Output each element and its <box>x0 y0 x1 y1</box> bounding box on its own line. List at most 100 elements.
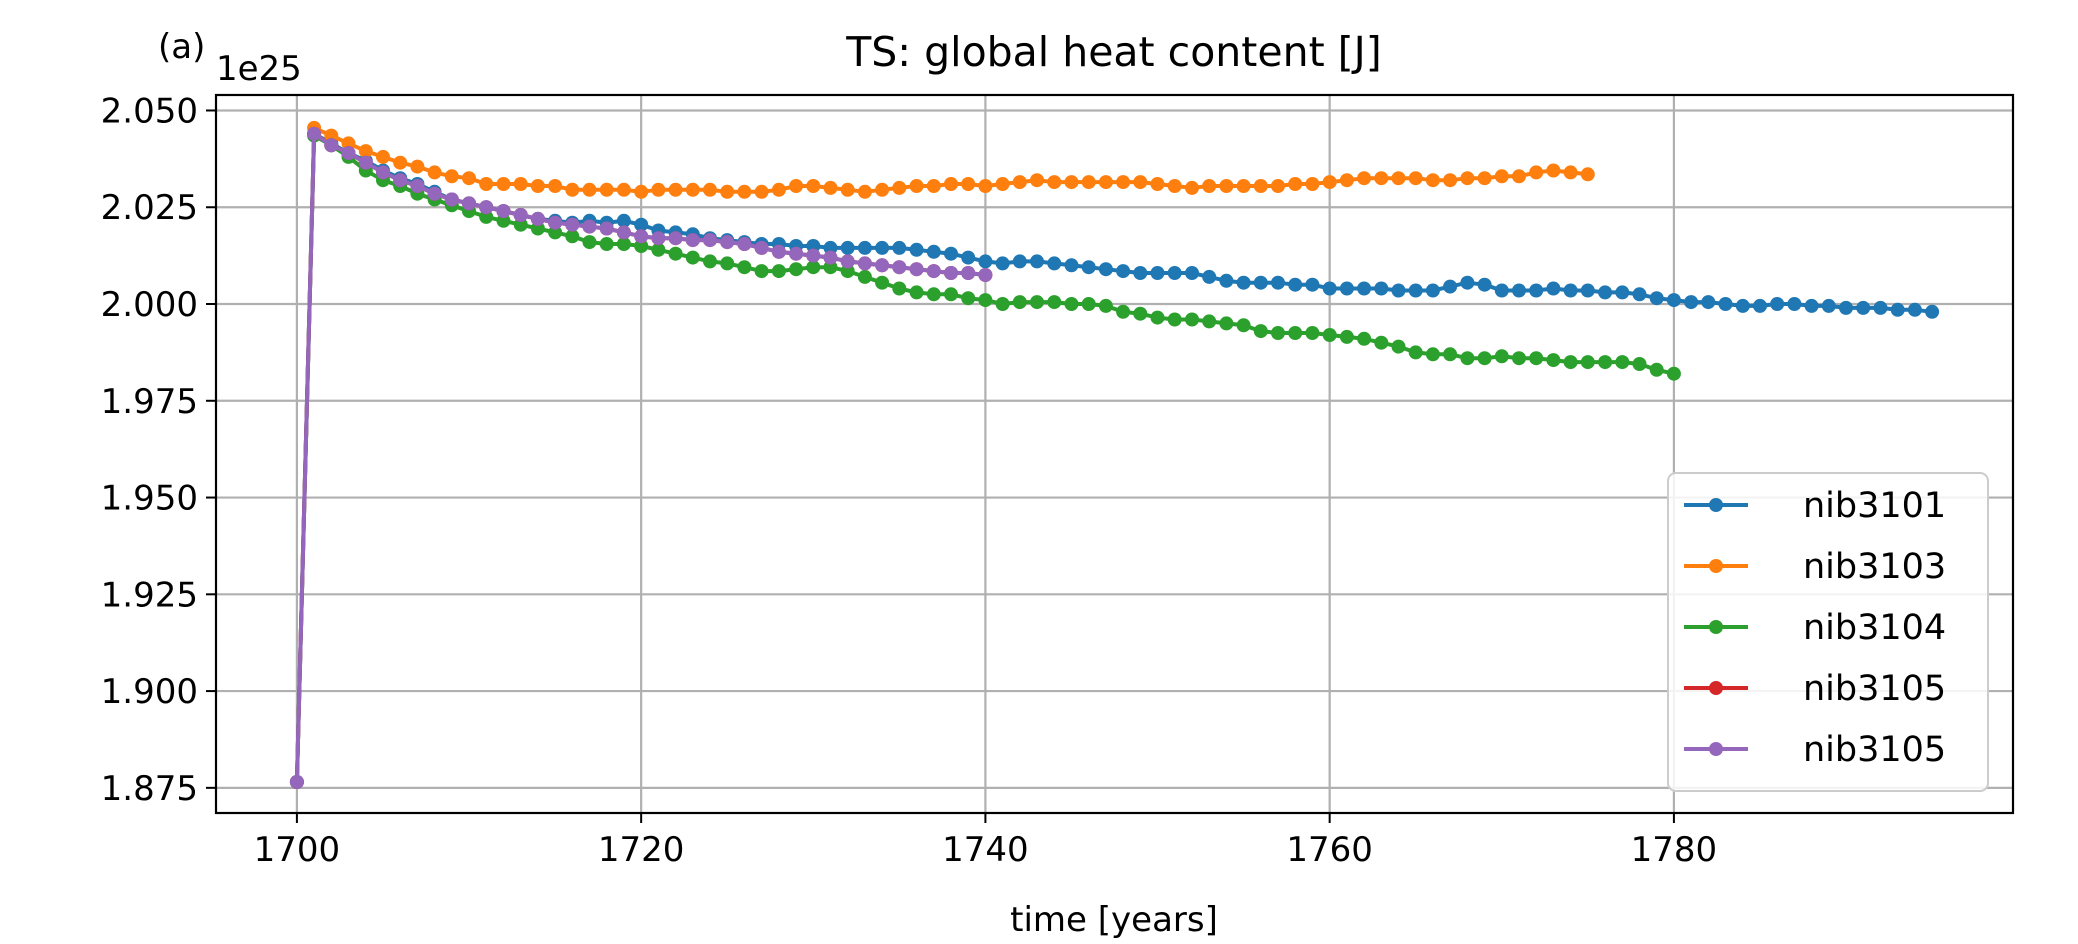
data-point <box>1202 179 1217 193</box>
data-point <box>1804 298 1819 313</box>
data-point <box>582 182 597 197</box>
data-point <box>1236 318 1251 333</box>
data-point <box>789 262 804 277</box>
data-point <box>496 213 511 228</box>
data-point <box>341 146 356 161</box>
data-point <box>462 171 476 186</box>
data-point <box>1253 275 1268 290</box>
data-point <box>376 165 390 180</box>
data-point <box>685 233 700 248</box>
data-point <box>530 221 545 236</box>
data-point <box>857 184 872 199</box>
data-point <box>1546 163 1561 178</box>
data-point <box>1546 353 1561 368</box>
data-point <box>548 225 563 240</box>
data-point <box>1064 175 1079 190</box>
data-point <box>1374 171 1389 186</box>
x-tick-label: 1700 <box>254 830 341 870</box>
data-point <box>479 200 494 215</box>
data-point <box>1253 179 1268 193</box>
data-point <box>1012 175 1027 190</box>
data-point <box>668 231 683 246</box>
data-point <box>324 138 339 153</box>
data-point <box>1167 266 1182 280</box>
data-point <box>1339 329 1354 344</box>
data-point <box>875 258 890 273</box>
data-point <box>1598 355 1613 370</box>
data-point <box>909 242 924 257</box>
legend-label: nib3105 <box>1803 730 1946 770</box>
data-point <box>324 128 339 143</box>
data-point <box>1012 254 1027 269</box>
data-point <box>892 260 907 275</box>
data-point <box>358 155 373 170</box>
data-point <box>1477 351 1492 366</box>
y-tick-label: 1.975 <box>101 382 198 422</box>
data-point <box>358 144 373 159</box>
data-point <box>616 213 631 228</box>
data-point <box>909 179 924 193</box>
y-axis-multiplier: 1e25 <box>216 49 302 89</box>
y-tick-label: 1.925 <box>101 575 198 615</box>
data-point <box>1047 256 1062 271</box>
data-point <box>444 169 459 184</box>
panel-label: (a) <box>158 27 205 67</box>
y-tick-label: 2.050 <box>101 91 198 131</box>
data-point <box>685 182 700 197</box>
data-point <box>1030 173 1044 188</box>
y-tick-label: 1.875 <box>101 769 198 809</box>
data-point <box>1666 366 1681 381</box>
data-point <box>1047 175 1062 190</box>
data-point <box>961 177 976 191</box>
data-point <box>771 264 786 279</box>
data-point <box>479 177 494 191</box>
data-point <box>1219 316 1234 331</box>
data-point <box>289 775 304 789</box>
data-point <box>668 246 683 261</box>
data-point <box>1666 293 1681 308</box>
data-point <box>1580 355 1595 370</box>
data-point <box>1907 302 1922 317</box>
legend: nib3101 nib3103 nib3104 nib3105 nib3105 <box>1667 472 1989 792</box>
data-point <box>978 179 993 193</box>
data-point <box>892 240 907 255</box>
data-point <box>1116 264 1131 279</box>
data-point <box>1098 175 1113 190</box>
data-point <box>857 269 872 284</box>
data-point <box>651 182 666 197</box>
chart-title: TS: global heat content [J] <box>845 28 1382 76</box>
data-point <box>565 217 580 232</box>
legend-entry: nib3101 <box>1684 486 1946 526</box>
legend-label: nib3101 <box>1803 486 1946 526</box>
data-point <box>892 180 907 195</box>
data-point <box>703 182 717 197</box>
data-point <box>1219 179 1234 193</box>
y-tick-label: 1.900 <box>101 672 198 712</box>
data-point <box>634 229 649 244</box>
data-point <box>1753 298 1767 313</box>
data-point <box>1494 349 1509 364</box>
data-point <box>978 293 993 308</box>
data-point <box>1305 177 1320 191</box>
data-point <box>1408 345 1423 360</box>
data-point <box>1133 266 1148 280</box>
data-point <box>840 240 855 255</box>
data-point <box>1150 266 1165 280</box>
data-point <box>1701 295 1716 310</box>
data-point <box>1856 300 1871 315</box>
data-point <box>789 179 804 193</box>
data-point <box>875 275 890 290</box>
data-point <box>427 165 442 180</box>
data-point <box>823 250 838 265</box>
data-point <box>1425 283 1440 298</box>
data-point <box>1580 283 1595 298</box>
data-point <box>926 244 941 259</box>
data-point <box>1219 273 1234 288</box>
data-point <box>634 184 649 199</box>
data-point <box>1064 297 1079 311</box>
data-point <box>1632 357 1647 371</box>
data-point <box>599 182 614 197</box>
data-point <box>806 248 821 263</box>
data-point <box>806 260 821 275</box>
data-point <box>1357 171 1372 186</box>
